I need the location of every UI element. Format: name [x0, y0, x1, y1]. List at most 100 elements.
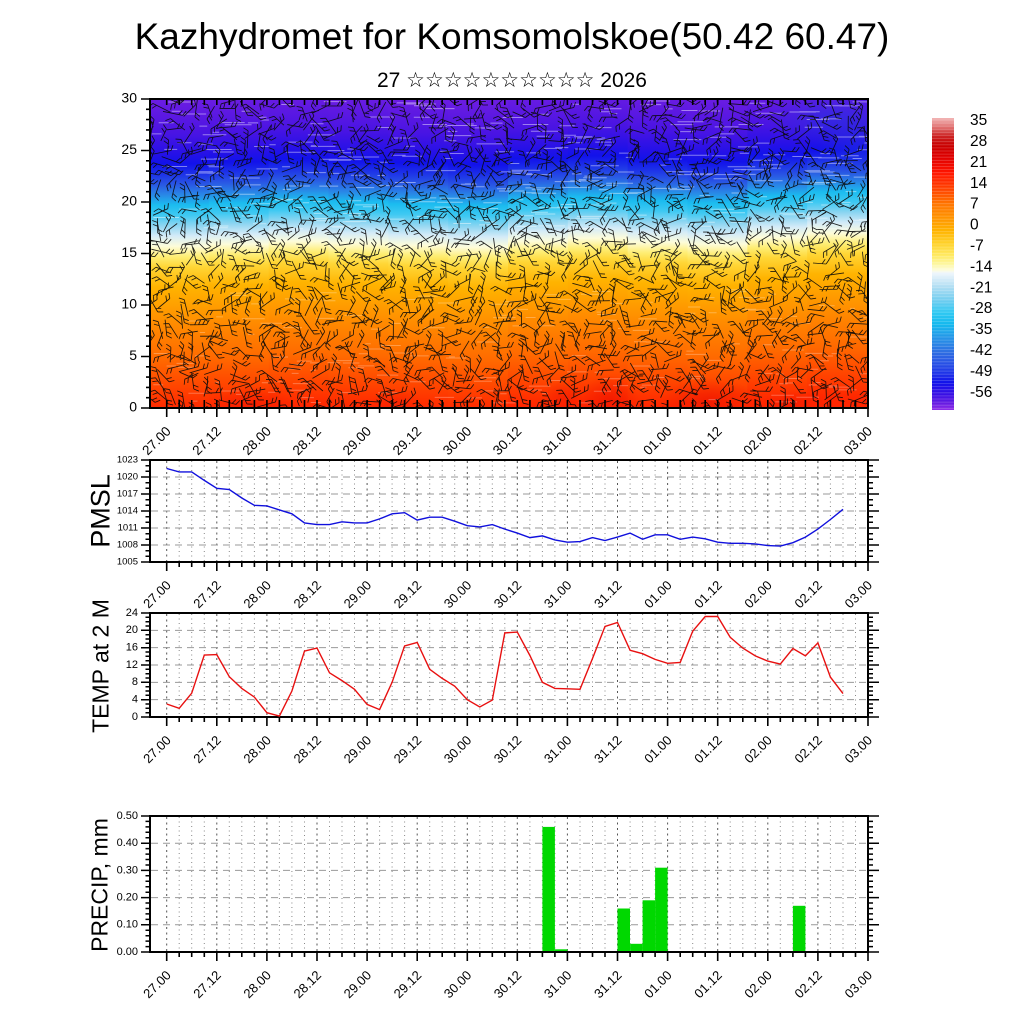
x-tick-label: 02.00: [741, 578, 775, 612]
y-tick-label: 1008: [117, 540, 138, 551]
x-tick-label: 01.00: [641, 968, 675, 1002]
x-tick-label: 29.12: [390, 424, 425, 459]
y-tick-label: 1023: [117, 455, 138, 466]
x-axis-ticks: [165, 408, 869, 417]
colorbar-tick-label: 28: [970, 133, 987, 150]
precip-bar: [792, 905, 806, 952]
x-tick-label: 29.00: [341, 968, 375, 1002]
x-tick-label: 30.00: [441, 578, 475, 612]
y-axis-ticks: [141, 459, 879, 563]
x-tick-label: 01.12: [691, 968, 725, 1002]
precip-bar: [655, 867, 668, 952]
temp-line: [166, 615, 844, 717]
colorbar-tick-label: -35: [970, 321, 992, 338]
y-tick-label: 0: [132, 711, 138, 723]
y-tick-label: 1017: [117, 489, 138, 500]
x-tick-label: 30.12: [491, 733, 525, 767]
pmsl-panel: 1005 1008 1011 1014 1017 1020 1023 27.00 27.12 28…: [117, 455, 879, 612]
x-axis-ticks: [165, 717, 869, 726]
x-tick-label: 03.00: [842, 578, 876, 612]
x-tick-label: 02.00: [741, 968, 775, 1002]
precip-bar: [642, 900, 656, 952]
x-tick-label: 30.00: [440, 424, 475, 459]
x-tick-label: 02.12: [791, 578, 825, 612]
colorbar-tick-label: -49: [970, 363, 992, 380]
y-tick-label: 8: [132, 676, 138, 688]
y-tick-label: 20: [126, 624, 138, 636]
x-axis-ticks: [165, 562, 869, 571]
main-y-tick-label: 10: [121, 296, 137, 312]
x-tick-label: 01.00: [640, 424, 675, 459]
x-tick-label: 31.12: [591, 733, 625, 767]
x-tick-label: 28.00: [240, 424, 275, 459]
x-tick-label: 01.12: [691, 733, 725, 767]
precip-bar: [542, 826, 555, 952]
x-tick-label: 28.12: [291, 578, 325, 612]
colorbar: 35 28 21 14 7 0 -7 -14 -21 -28 -35 -42 -49 -56: [932, 112, 993, 410]
cross-section-panel: 0 5 10 15 20 25 30 27.00 27.12 28.00 28.12 29.00 29.…: [121, 90, 875, 459]
x-tick-label: 30.12: [491, 968, 525, 1002]
main-y-tick-label: 25: [121, 141, 137, 157]
main-y-tick-label: 30: [121, 90, 137, 106]
x-tick-label: 29.00: [340, 424, 375, 459]
colorbar-tick-label: -21: [970, 279, 992, 296]
x-tick-label: 29.00: [341, 578, 375, 612]
main-y-tick-label: 5: [129, 347, 137, 363]
colorbar-tick-label: -14: [970, 258, 993, 275]
y-tick-label: 1020: [117, 472, 138, 483]
x-tick-label: 03.00: [842, 968, 876, 1002]
precip-bar: [554, 949, 568, 952]
x-tick-label: 01.00: [641, 578, 675, 612]
y-tick-label: 1011: [118, 523, 138, 534]
x-tick-label: 02.12: [791, 968, 825, 1002]
y-tick-label: 0.10: [117, 919, 138, 931]
pmsl-line: [166, 467, 844, 547]
colorbar-tick-label: -7: [970, 237, 984, 254]
x-tick-label: 29.00: [341, 733, 375, 767]
precip-bar: [630, 943, 643, 952]
y-tick-label: 4: [132, 694, 138, 706]
x-tick-label: 27.12: [189, 424, 224, 459]
colorbar-tick-label: -56: [970, 384, 992, 401]
x-tick-label: 31.12: [591, 578, 625, 612]
x-axis-ticks: [165, 952, 869, 961]
x-tick-label: 30.00: [441, 733, 475, 767]
x-tick-label: 01.12: [691, 578, 725, 612]
x-tick-label: 31.12: [591, 968, 625, 1002]
x-tick-label: 27.00: [139, 424, 174, 459]
x-tick-label: 30.00: [441, 968, 475, 1002]
x-tick-label: 27.00: [140, 968, 174, 1002]
colorbar-tick-label: 7: [970, 196, 979, 213]
x-tick-label: 28.00: [240, 733, 274, 767]
x-tick-label: 01.00: [641, 733, 675, 767]
page-subtitle: 27 ☆☆☆☆☆☆☆☆☆☆ 2026: [376, 69, 647, 92]
x-tick-label: 28.12: [291, 733, 325, 767]
y-tick-label: 0.00: [117, 946, 138, 958]
precip-panel: 0.00 0.10 0.20 0.30 0.40 0.50 27.00 27.12 28.00 2…: [117, 810, 879, 1001]
y-tick-label: 0.20: [117, 892, 138, 904]
y-tick-label: 16: [126, 642, 138, 654]
x-tick-label: 27.12: [190, 733, 224, 767]
colorbar-tick-label: -28: [970, 300, 992, 317]
main-y-tick-label: 20: [121, 193, 137, 209]
x-tick-label: 28.12: [290, 424, 325, 459]
x-tick-label: 27.12: [190, 578, 224, 612]
x-tick-label: 02.00: [741, 733, 775, 767]
colorbar-tick-label: 35: [970, 112, 987, 129]
x-tick-label: 03.00: [842, 733, 876, 767]
x-tick-label: 29.12: [391, 733, 425, 767]
main-y-tick-label: 15: [121, 244, 137, 260]
colorbar-tick-label: 14: [970, 175, 988, 192]
page-title: Kazhydromet for Komsomolskoe(50.42 60.47…: [134, 16, 890, 57]
x-tick-label: 01.12: [690, 424, 725, 459]
x-tick-label: 29.12: [391, 578, 425, 612]
x-tick-label: 27.00: [140, 578, 174, 612]
x-tick-label: 02.12: [791, 424, 826, 459]
y-tick-label: 1014: [117, 506, 138, 517]
y-axis-ticks: [141, 815, 879, 953]
x-tick-label: 31.00: [541, 968, 575, 1002]
x-tick-label: 30.12: [490, 424, 525, 459]
x-tick-label: 02.12: [791, 733, 825, 767]
